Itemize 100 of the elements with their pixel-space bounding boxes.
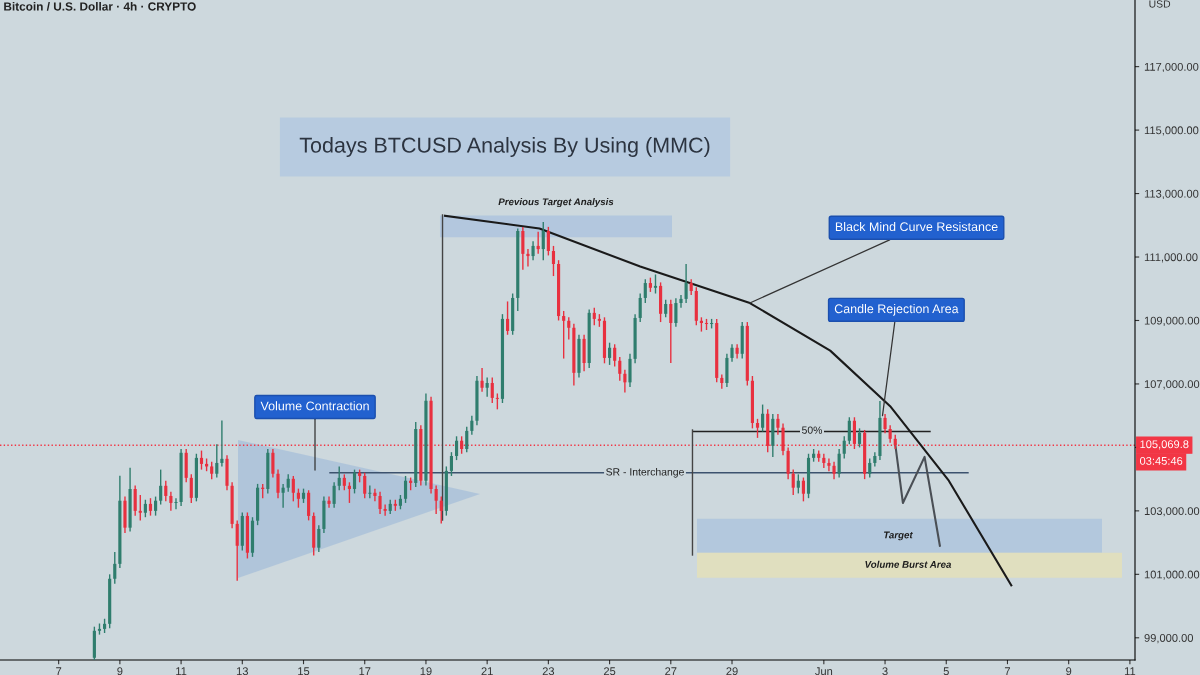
candlestick bbox=[562, 310, 566, 360]
candlestick bbox=[434, 484, 438, 515]
candlestick bbox=[347, 481, 352, 504]
candlestick bbox=[220, 419, 224, 468]
candlestick bbox=[822, 453, 826, 469]
x-tick-label: 9 bbox=[1066, 667, 1072, 675]
candlestick bbox=[613, 343, 617, 368]
x-tick-label: 17 bbox=[359, 667, 371, 675]
candlestick bbox=[684, 263, 688, 304]
candlestick bbox=[653, 273, 658, 295]
candlestick bbox=[276, 468, 280, 499]
x-tick-label: 27 bbox=[665, 667, 677, 675]
candlestick bbox=[480, 367, 484, 393]
candlestick bbox=[154, 495, 158, 517]
x-tick-label: 7 bbox=[56, 667, 62, 675]
candlestick bbox=[796, 473, 800, 495]
candlestick bbox=[551, 245, 556, 277]
chart-subtitle: Bitcoin / U.S. Dollar · 4h · CRYPTO bbox=[4, 1, 196, 11]
annotation: Black Mind Curve Resistance bbox=[835, 221, 998, 232]
candlestick bbox=[465, 426, 469, 453]
x-tick-label: 15 bbox=[298, 667, 310, 675]
candlestick bbox=[735, 343, 739, 360]
candlestick bbox=[352, 468, 357, 495]
annotation: Candle Rejection Area bbox=[834, 304, 959, 316]
candlestick bbox=[669, 299, 673, 364]
y-tick-label: 99,000.00 bbox=[1144, 634, 1194, 644]
candlestick bbox=[470, 414, 474, 436]
candlestick bbox=[164, 480, 168, 503]
candlestick bbox=[363, 472, 367, 499]
candlestick bbox=[791, 468, 795, 496]
candlestick bbox=[215, 443, 219, 479]
candlestick bbox=[505, 300, 510, 336]
candlestick bbox=[842, 435, 846, 460]
y-tick-label: 103,000.00 bbox=[1144, 507, 1200, 517]
candlestick bbox=[271, 448, 275, 479]
x-tick-label: 23 bbox=[542, 667, 555, 675]
y-axis-title: USD bbox=[1149, 0, 1171, 8]
x-tick-label: 7 bbox=[1004, 667, 1010, 675]
candlestick bbox=[847, 416, 851, 445]
candlestick bbox=[674, 297, 678, 328]
text: 03:45:46 bbox=[1139, 456, 1183, 465]
candlestick bbox=[536, 230, 540, 255]
candlestick bbox=[332, 481, 336, 509]
y-tick-label: 117,000.00 bbox=[1144, 62, 1199, 73]
candlestick bbox=[755, 418, 760, 439]
candlestick bbox=[761, 403, 765, 433]
x-tick-label: 29 bbox=[726, 667, 738, 675]
candlestick bbox=[868, 457, 872, 479]
candlestick bbox=[439, 495, 443, 525]
candlestick bbox=[628, 353, 632, 388]
x-tick-label: 9 bbox=[117, 667, 123, 675]
candlestick bbox=[449, 451, 454, 477]
candlestick bbox=[138, 494, 142, 522]
candlestick bbox=[638, 292, 642, 323]
y-tick-label: 107,000.00 bbox=[1144, 380, 1200, 390]
x-tick-label: 3 bbox=[882, 667, 888, 675]
candlestick bbox=[852, 416, 857, 450]
candlestick bbox=[643, 278, 647, 304]
candlestick bbox=[857, 427, 862, 449]
y-tick-label: 101,000.00 bbox=[1144, 570, 1200, 580]
ref-line-label: 105,069.8 bbox=[1140, 440, 1189, 450]
x-tick-label: 5 bbox=[943, 667, 949, 675]
candlestick bbox=[837, 448, 841, 479]
candlestick bbox=[337, 465, 341, 491]
annotation: Volume Contraction bbox=[260, 401, 369, 411]
x-tick-label: 13 bbox=[236, 667, 248, 675]
candlestick bbox=[526, 248, 530, 268]
candlestick bbox=[291, 475, 295, 503]
candlestick bbox=[608, 341, 612, 366]
candlestick bbox=[546, 226, 550, 257]
candlestick bbox=[485, 376, 489, 398]
x-tick-label: 25 bbox=[603, 667, 616, 675]
candlestick bbox=[720, 373, 724, 390]
candlestick bbox=[490, 376, 494, 404]
candlestick bbox=[618, 356, 622, 382]
candlestick bbox=[174, 497, 178, 510]
band-label: Volume Burst Area bbox=[865, 560, 952, 568]
candlestick bbox=[801, 476, 806, 503]
candlestick bbox=[521, 226, 525, 271]
text: Todays BTCUSD Analysis By Using (MMC) bbox=[299, 136, 710, 158]
annotation: 50% bbox=[801, 426, 823, 434]
x-tick-label: Jun bbox=[815, 667, 833, 675]
candlestick bbox=[199, 449, 204, 471]
x-tick-label: 11 bbox=[176, 667, 187, 675]
candlestick bbox=[679, 294, 683, 309]
candlestick bbox=[235, 519, 239, 582]
candlestick bbox=[296, 487, 300, 509]
candlestick bbox=[307, 489, 311, 522]
band-label: Previous Target Analysis bbox=[498, 198, 614, 208]
y-tick-label: 115,000.00 bbox=[1144, 126, 1199, 136]
candlestick bbox=[159, 468, 163, 506]
y-tick-label: 109,000.00 bbox=[1144, 316, 1200, 326]
ref-line-label: SR - Interchange bbox=[606, 467, 684, 478]
candlestick bbox=[373, 487, 377, 503]
candlestick bbox=[281, 483, 285, 509]
candlestick bbox=[189, 473, 193, 504]
x-tick-label: 21 bbox=[481, 667, 493, 675]
y-tick-label: 111,000.00 bbox=[1144, 253, 1198, 263]
x-tick-label: 19 bbox=[420, 667, 432, 675]
candlestick bbox=[541, 221, 545, 261]
